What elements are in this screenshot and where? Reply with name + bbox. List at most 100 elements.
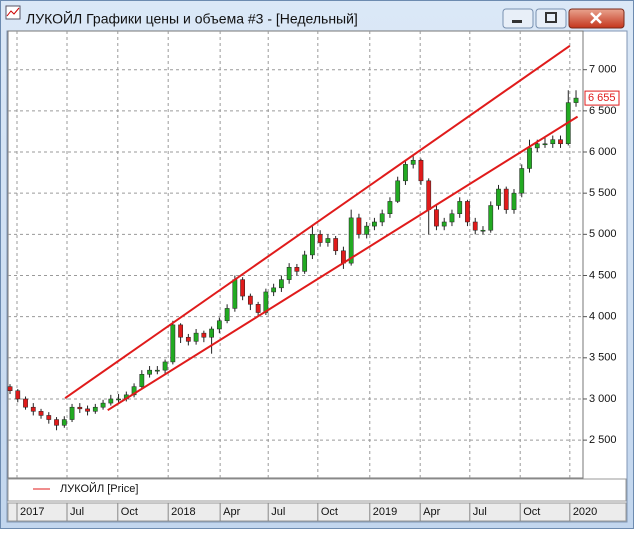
candle-body: [364, 225, 370, 235]
candle-body: [372, 221, 377, 227]
trend-line: [64, 44, 571, 399]
maximize-glyph: [545, 12, 557, 23]
y-tick-label: 2 500: [589, 434, 617, 446]
candle-body: [178, 324, 183, 338]
x-tick-label: 2017: [20, 506, 44, 518]
candle-body: [449, 213, 455, 223]
candle-body: [511, 192, 517, 210]
candle-body: [46, 415, 52, 420]
candle-body: [325, 238, 331, 243]
candle-body: [441, 221, 447, 227]
last-price-label: 6 655: [588, 92, 616, 104]
close-glyph: [590, 12, 602, 24]
candle-body: [271, 287, 277, 293]
candle-body: [7, 386, 13, 391]
y-tick-label: 6 000: [589, 146, 617, 158]
candle-body: [302, 254, 308, 272]
candle-body: [92, 406, 98, 412]
candle-body: [558, 139, 563, 145]
candle-body: [387, 201, 393, 215]
last-price-box: [584, 90, 620, 106]
y-tick-label: 4 000: [589, 311, 617, 323]
x-tick-label: Oct: [523, 506, 540, 518]
x-tick-label: Jul: [70, 506, 84, 518]
y-tick-label: 6 500: [589, 105, 617, 117]
candle-body: [240, 279, 246, 297]
candle-body: [100, 402, 106, 408]
candle-body: [116, 398, 121, 401]
candle-body: [426, 180, 432, 210]
candle-body: [310, 234, 315, 256]
candle-body: [108, 398, 114, 404]
y-tick-label: 5 000: [589, 228, 617, 240]
candle-body: [410, 159, 416, 165]
app-icon-glyph: [6, 7, 20, 17]
candle-body: [519, 168, 525, 194]
candle-body: [379, 213, 385, 223]
candle-body: [418, 159, 424, 182]
candle-body: [348, 217, 354, 264]
y-tick-label: 3 000: [589, 393, 617, 405]
candle-body: [255, 304, 261, 313]
candle-body: [496, 188, 501, 206]
candle-body: [434, 209, 439, 227]
candle-body: [201, 332, 207, 338]
candle-body: [154, 369, 160, 372]
candle-body: [69, 406, 75, 420]
candle-body: [54, 419, 59, 426]
legend-label: ЛУКОЙЛ [Price]: [60, 482, 138, 495]
candle-body: [465, 201, 470, 223]
candle-body: [286, 267, 292, 280]
x-axis-strip: [7, 502, 627, 522]
x-tick-label: Jul: [271, 506, 285, 518]
candle-body: [216, 320, 222, 330]
x-tick-label: 2020: [573, 506, 597, 518]
candle-body: [15, 390, 21, 400]
trend-line: [107, 115, 579, 412]
y-tick-label: 7 000: [589, 64, 617, 76]
candle-body: [480, 229, 486, 232]
candle-body: [193, 332, 199, 342]
candle-body: [395, 180, 401, 202]
candle-body: [457, 201, 463, 215]
x-tick-label: Oct: [121, 506, 138, 518]
x-tick-label: Jul: [473, 506, 487, 518]
candle-body: [403, 164, 408, 182]
plot: 2 500 3 000 3 500 4 000 4 500 5 000 5 500 6 000…: [7, 31, 620, 521]
candle-body: [279, 279, 284, 289]
candle-body: [534, 143, 540, 149]
candle-body: [232, 279, 238, 309]
x-tick-label: Oct: [321, 506, 338, 518]
candle-body: [503, 188, 509, 210]
x-tick-label: Apr: [223, 506, 240, 518]
candle-body: [162, 361, 168, 371]
y-tick-label: 3 500: [589, 352, 617, 364]
candle-body: [356, 217, 362, 235]
x-tick-label: Apr: [423, 506, 440, 518]
candle-body: [472, 221, 478, 231]
candle-body: [209, 328, 214, 338]
candle-body: [23, 398, 28, 408]
candle-body: [263, 291, 269, 313]
candle-body: [147, 369, 152, 375]
candle-body: [38, 411, 44, 416]
candle-body: [85, 408, 90, 412]
candle-body: [170, 324, 176, 363]
candle-body: [185, 336, 191, 342]
minimize-button[interactable]: [502, 8, 534, 29]
candle-body: [294, 267, 300, 272]
candle-body: [247, 295, 253, 305]
candle-body: [550, 139, 556, 145]
maximize-button[interactable]: [535, 8, 567, 29]
candle-body: [139, 374, 145, 387]
candle-body: [573, 97, 579, 103]
candle-body: [77, 406, 83, 410]
y-tick-label: 5 500: [589, 187, 617, 199]
candle-body: [224, 308, 230, 322]
candle-body: [61, 419, 67, 426]
window-title: ЛУКОЙЛ Графики цены и объема #3 - [Недел…: [26, 10, 358, 27]
y-tick-label: 4 500: [589, 269, 617, 281]
legend-box: [7, 478, 627, 502]
